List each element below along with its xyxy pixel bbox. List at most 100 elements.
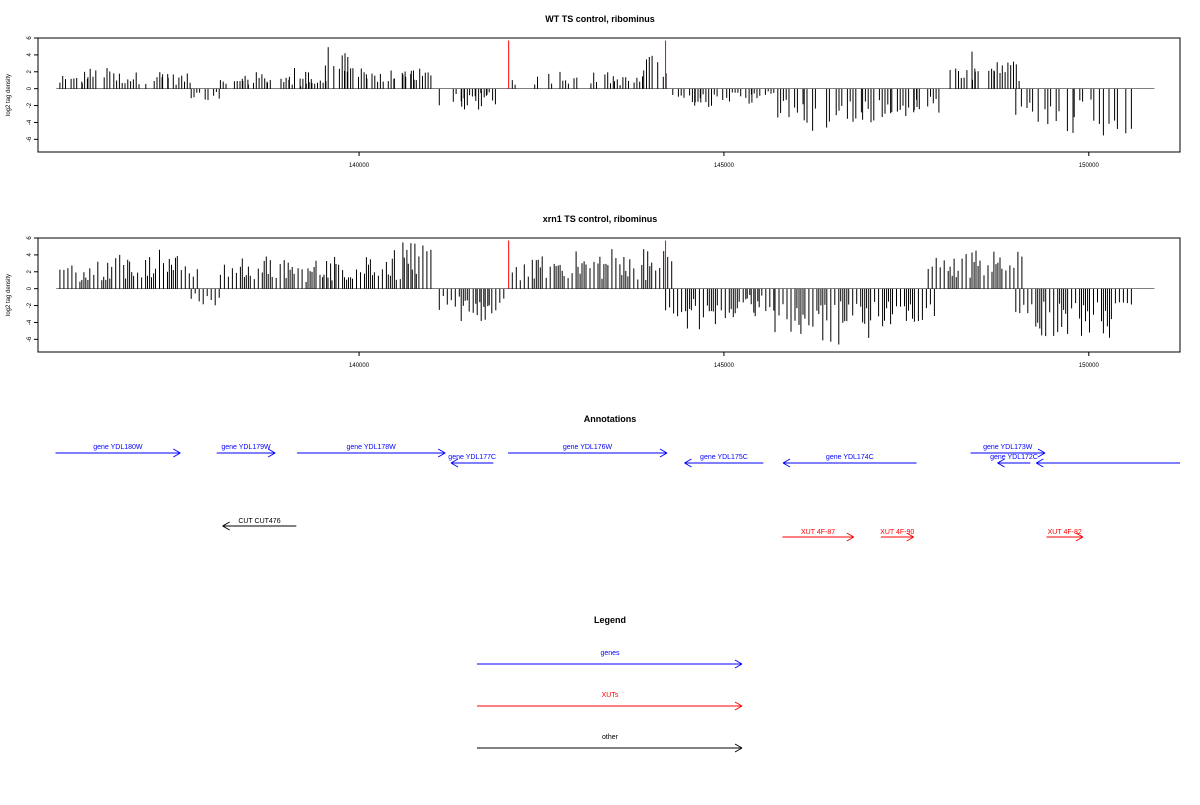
y-tick-label: -4 [27, 119, 33, 125]
arrow-head [659, 448, 668, 454]
gene-arrow [782, 458, 917, 468]
x-tick-label: 145000 [714, 163, 735, 169]
bar-series [219, 68, 327, 89]
arrow-head [1035, 462, 1044, 468]
arrow-head [437, 448, 446, 454]
arrow-head [846, 532, 855, 538]
gene-arrow [1035, 458, 1180, 468]
gene-arrow [450, 458, 494, 468]
gene-label: gene YDL176W [563, 444, 613, 451]
gene-arrow [297, 448, 446, 458]
xut-arrow [1046, 532, 1084, 542]
y-tick-label: -4 [27, 319, 33, 325]
arrow-head [734, 659, 743, 665]
y-tick-label: 0 [27, 86, 33, 90]
gene-label: gene YDL177C [448, 454, 496, 461]
bar-series [777, 88, 940, 131]
arrow-head [906, 532, 914, 538]
gene-arrow [970, 448, 1046, 458]
arrow-head [1075, 536, 1084, 542]
arrow-head [846, 536, 855, 542]
y-tick-label: 0 [27, 286, 33, 290]
bar-series [1015, 288, 1132, 338]
y-tick-label: 4 [27, 53, 33, 57]
gene-label: gene YDL175C [700, 454, 748, 461]
y-tick-label: -2 [27, 102, 33, 108]
xut-arrow [782, 532, 855, 542]
bar-series [59, 68, 191, 89]
xut-label: XUT 4F-90 [880, 529, 914, 536]
arrow-head [997, 458, 1005, 464]
y-axis-label: log2 tag density [6, 274, 12, 316]
bar-series [190, 88, 220, 100]
gene-arrow [216, 448, 276, 458]
arrow-head [906, 536, 914, 542]
legend-label: other [602, 734, 619, 741]
y-tick-label: -6 [27, 336, 33, 342]
gene-label: gene YDL179W [221, 444, 271, 451]
arrow-head [1075, 532, 1084, 538]
y-tick-label: 2 [27, 69, 33, 73]
arrow-head [222, 525, 230, 531]
arrow-head [684, 458, 692, 464]
arrow-head [734, 663, 743, 669]
gene-arrow [684, 458, 764, 468]
bar-series [774, 288, 935, 345]
gene-arrow [55, 448, 181, 458]
chart-title: xrn1 TS control, ribominus [543, 214, 658, 224]
arrow-head [173, 448, 181, 454]
bar-series [511, 55, 667, 89]
arrow-head [659, 452, 668, 458]
bar-series [190, 288, 220, 306]
bar-series [219, 256, 337, 289]
bar-series [949, 51, 1020, 89]
bar-series [511, 249, 673, 289]
annotations-title: Annotations [584, 414, 637, 424]
arrow-head [684, 462, 692, 468]
arrow-head [222, 521, 230, 527]
arrow-head [1035, 458, 1044, 464]
arrow-head [734, 743, 743, 749]
gene-arrow [997, 458, 1031, 468]
bar-series [324, 47, 432, 89]
bar-series [322, 242, 432, 289]
bar-series [438, 288, 505, 321]
legend-label: XUTs [602, 692, 619, 699]
bar-series [927, 250, 1023, 289]
x-tick-label: 145000 [714, 363, 735, 369]
other-arrow [222, 521, 297, 531]
gene-arrow [507, 448, 668, 458]
bar-series [438, 88, 496, 110]
xut-arrow [880, 532, 914, 542]
y-tick-label: -2 [27, 302, 33, 308]
arrow-head [450, 458, 459, 464]
x-tick-label: 150000 [1079, 163, 1100, 169]
bar-series [59, 249, 198, 289]
arrow-head [173, 452, 181, 458]
arrow-head [734, 747, 743, 753]
x-tick-label: 150000 [1079, 363, 1100, 369]
arrow-head [267, 452, 276, 458]
legend-arrow [477, 701, 743, 711]
arrow-head [734, 705, 743, 711]
y-tick-label: 2 [27, 269, 33, 273]
y-tick-label: -6 [27, 136, 33, 142]
arrow-head [782, 458, 791, 464]
plot-frame [37, 237, 1181, 353]
gene-label: gene YDL172C [990, 454, 1038, 461]
legend-arrow [477, 659, 743, 669]
other-label: CUT CUT476 [238, 518, 280, 525]
gene-label: gene YDL178W [346, 444, 396, 451]
chart-title: WT TS control, ribominus [545, 14, 655, 24]
x-tick-label: 140000 [349, 363, 370, 369]
bar-series [1015, 88, 1132, 136]
x-tick-label: 140000 [349, 163, 370, 169]
y-tick-label: 6 [27, 236, 33, 240]
gene-label: gene YDL180W [93, 444, 143, 451]
arrow-head [997, 462, 1005, 468]
arrow-head [1037, 448, 1046, 454]
y-tick-label: 6 [27, 36, 33, 40]
arrow-head [437, 452, 446, 458]
